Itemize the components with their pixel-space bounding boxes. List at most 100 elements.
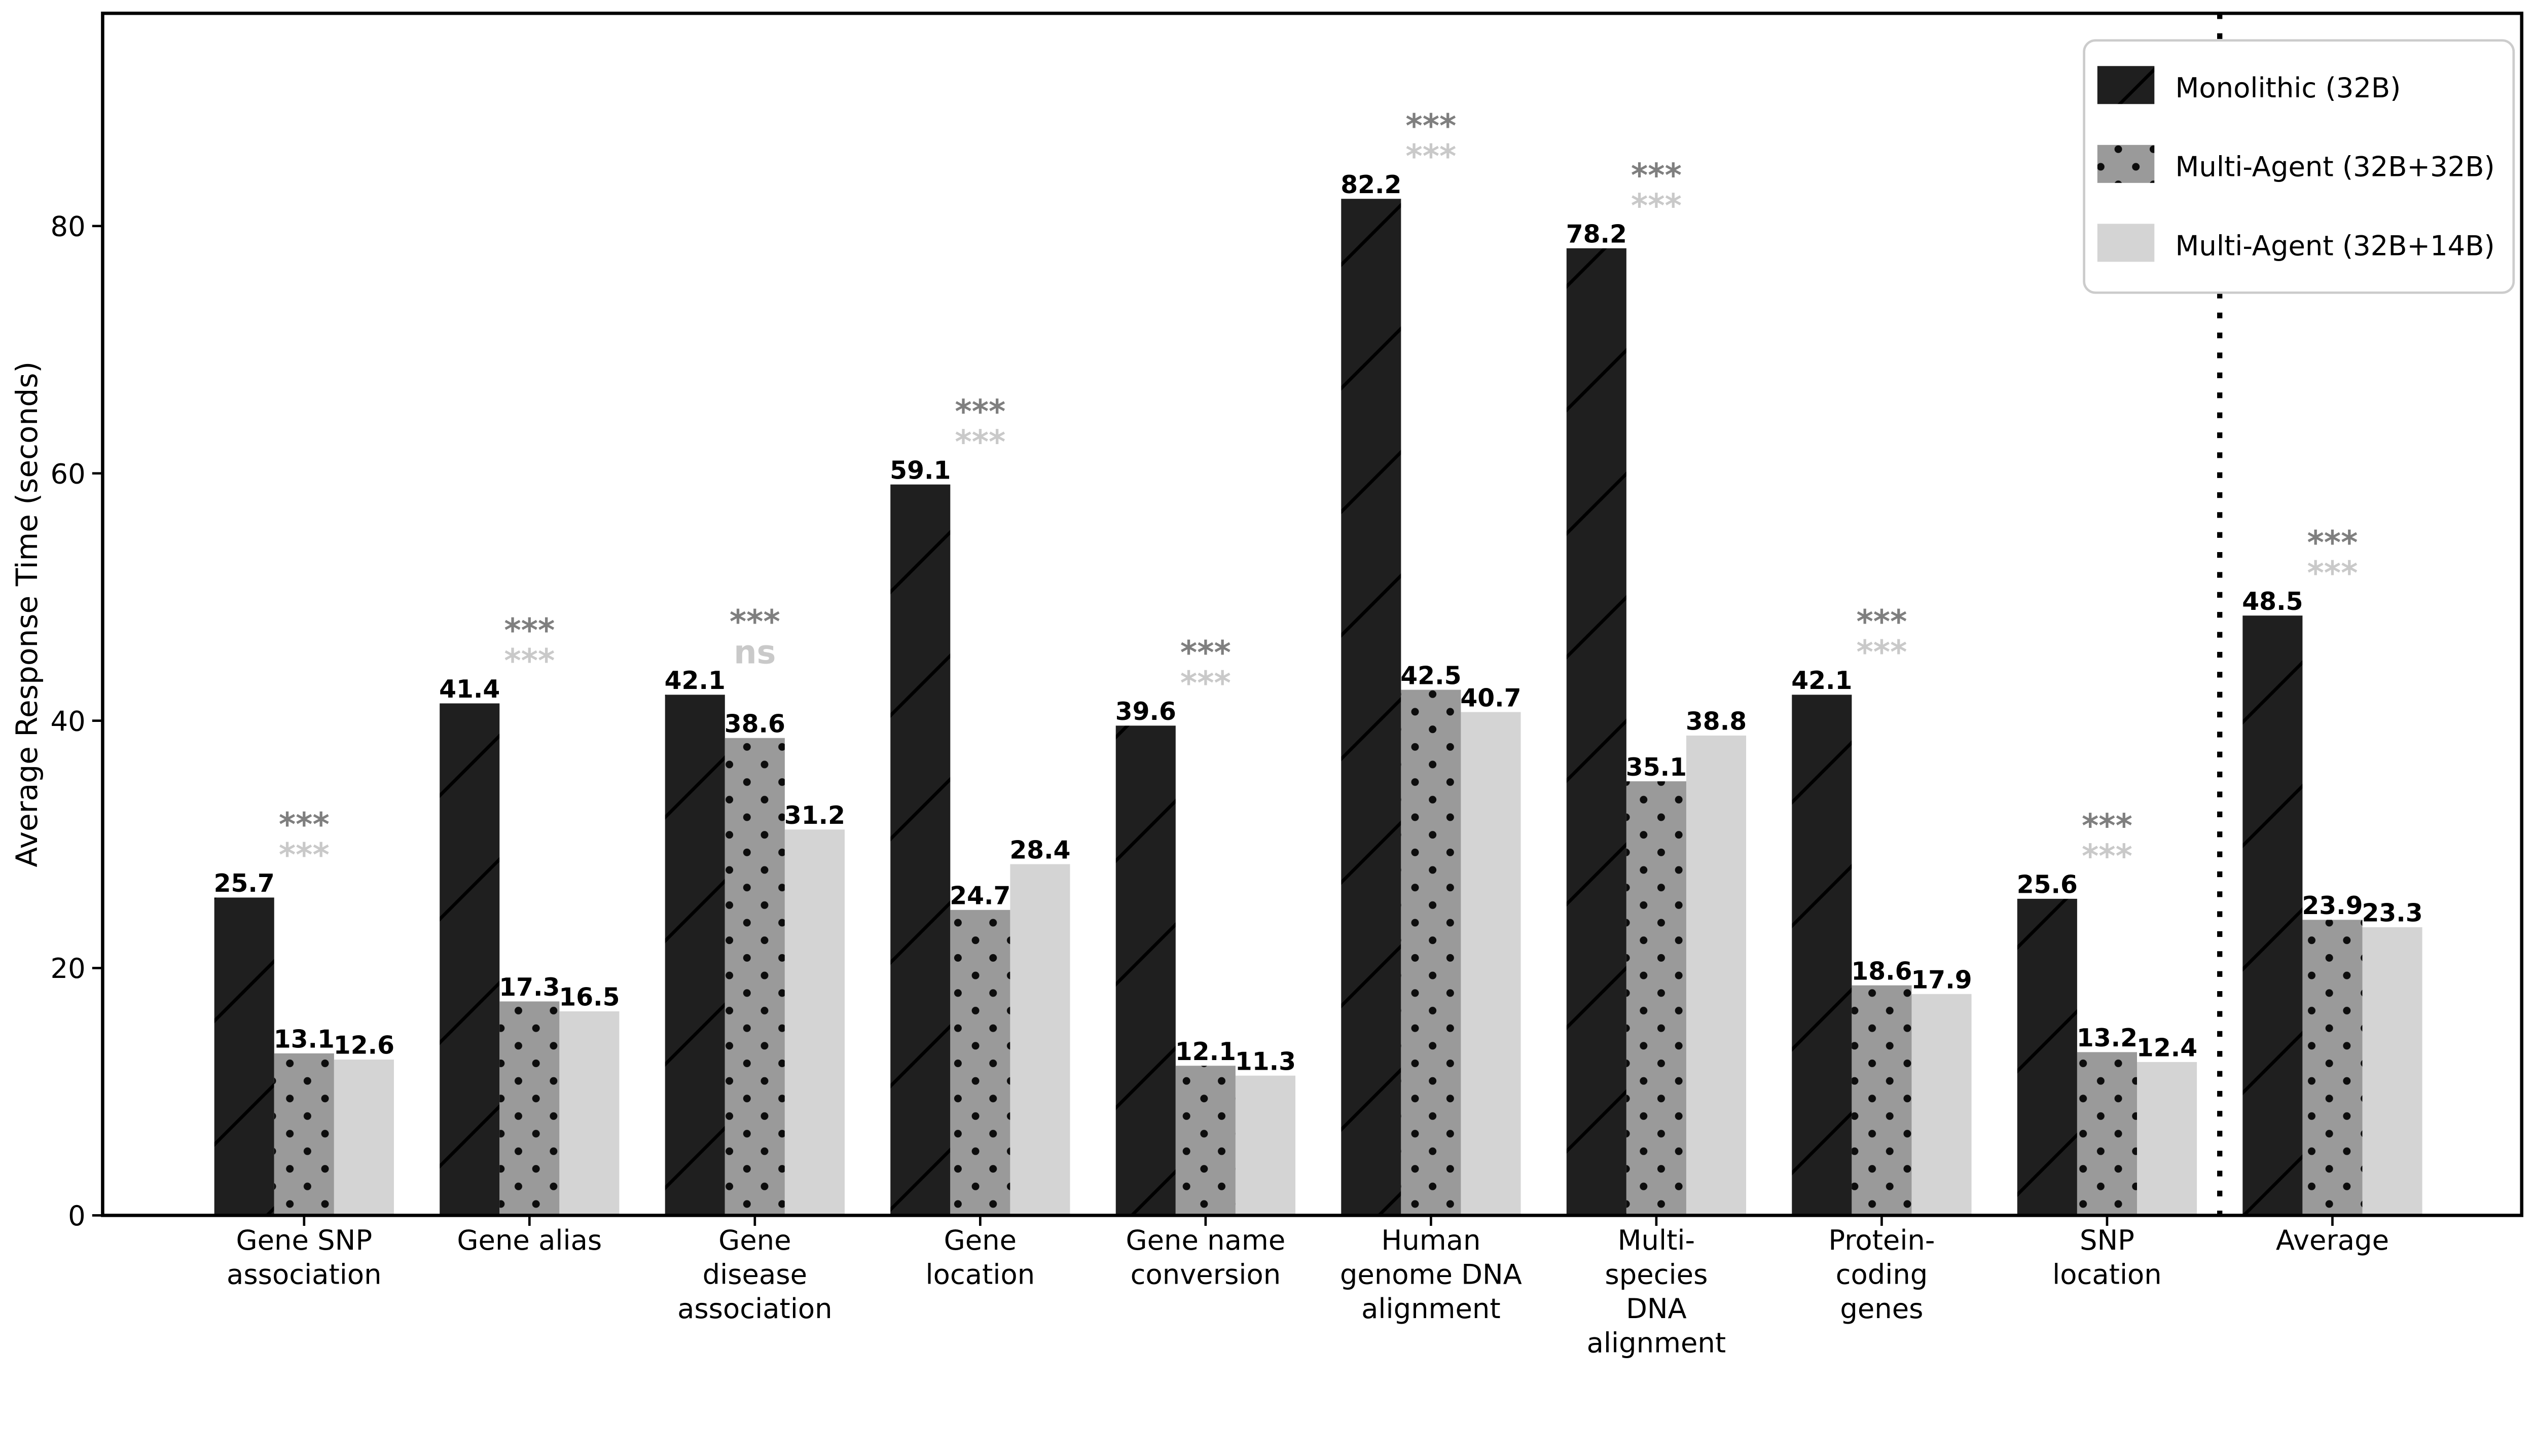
bar-monolithic-32b bbox=[440, 703, 500, 1216]
x-category-label: Average bbox=[2276, 1224, 2389, 1256]
y-axis-title: Average Response Time (seconds) bbox=[10, 361, 44, 867]
x-category-label: conversion bbox=[1131, 1258, 1281, 1290]
bar-value-label: 25.7 bbox=[214, 869, 275, 898]
significance-marker-vs-32b14b: *** bbox=[2082, 838, 2132, 876]
significance-marker-vs-32b14b: *** bbox=[1180, 665, 1231, 703]
bar-value-label: 23.9 bbox=[2302, 892, 2363, 920]
x-category-label: genome DNA bbox=[1340, 1258, 1522, 1290]
bar-multi-agent-32b-14b bbox=[1010, 864, 1070, 1216]
bar-value-label: 42.1 bbox=[665, 667, 726, 695]
significance-marker-vs-32b32b: *** bbox=[1180, 635, 1231, 672]
bar-value-label: 12.6 bbox=[334, 1032, 394, 1060]
bar-value-label: 39.6 bbox=[1115, 698, 1176, 726]
legend-swatch bbox=[2097, 66, 2155, 104]
bar-monolithic-32b bbox=[1115, 725, 1176, 1216]
bar-multi-agent-32b-32b bbox=[725, 738, 785, 1216]
significance-marker-vs-32b32b: *** bbox=[1856, 604, 1907, 641]
x-category-label: association bbox=[227, 1258, 382, 1290]
legend-swatch bbox=[2097, 144, 2155, 183]
bar-value-label: 59.1 bbox=[890, 456, 951, 485]
significance-marker-vs-32b14b: *** bbox=[1405, 138, 1456, 175]
significance-marker-vs-32b32b: *** bbox=[955, 393, 1005, 431]
x-category-label: Gene alias bbox=[457, 1224, 602, 1256]
bar-multi-agent-32b-32b bbox=[2077, 1052, 2137, 1216]
x-category-label: location bbox=[2052, 1258, 2162, 1290]
bar-multi-agent-32b-32b bbox=[1175, 1066, 1236, 1216]
legend: Monolithic (32B) Multi-Agent (32B+32B) Mul… bbox=[2083, 39, 2515, 294]
legend-frame bbox=[2083, 39, 2515, 294]
bar-value-label: 25.6 bbox=[2017, 871, 2078, 899]
bar-monolithic-32b bbox=[1341, 199, 1401, 1216]
figure: Average Response Time (seconds) 25.7 13.1… bbox=[10, 11, 2524, 1359]
bar-value-label: 42.5 bbox=[1400, 662, 1461, 690]
bar-monolithic-32b bbox=[665, 695, 725, 1216]
significance-marker-vs-32b32b: *** bbox=[279, 807, 330, 844]
significance-marker-vs-32b32b: *** bbox=[2307, 524, 2358, 562]
y-tick-label: 0 bbox=[68, 1200, 86, 1232]
bar-multi-agent-32b-14b bbox=[1461, 712, 1521, 1216]
bar-monolithic-32b bbox=[214, 897, 274, 1216]
bars-layer bbox=[214, 199, 2422, 1216]
x-category-label: coding bbox=[1836, 1258, 1928, 1290]
bar-multi-agent-32b-32b bbox=[950, 909, 1010, 1216]
bar-value-label: 78.2 bbox=[1566, 220, 1627, 248]
significance-marker-vs-32b14b: *** bbox=[2307, 555, 2358, 592]
x-category-label: Human bbox=[1381, 1224, 1480, 1256]
bar-multi-agent-32b-32b bbox=[1852, 985, 1912, 1216]
x-category-label: SNP bbox=[2080, 1224, 2134, 1256]
x-category-label: alignment bbox=[1361, 1293, 1501, 1325]
x-category-label: Multi- bbox=[1618, 1224, 1695, 1256]
x-axis-ticks-layer bbox=[303, 1215, 2334, 1226]
x-category-label: Gene name bbox=[1126, 1224, 1285, 1256]
bar-multi-agent-32b-14b bbox=[2362, 927, 2422, 1216]
bar-multi-agent-32b-14b bbox=[784, 829, 845, 1216]
bar-multi-agent-32b-14b bbox=[334, 1060, 394, 1216]
bar-chart: Average Response Time (seconds) 25.7 13.1… bbox=[10, 11, 2524, 1359]
bar-value-label: 24.7 bbox=[950, 882, 1010, 911]
x-category-label: association bbox=[677, 1293, 832, 1325]
bar-value-label: 12.1 bbox=[1175, 1038, 1236, 1066]
bar-monolithic-32b bbox=[890, 484, 951, 1216]
significance-marker-vs-32b32b: *** bbox=[1631, 157, 1682, 195]
significance-marker-vs-32b32b: *** bbox=[2082, 808, 2132, 845]
y-axis-ticks-layer: 0 20 40 60 80 bbox=[51, 211, 103, 1232]
plot-border bbox=[101, 11, 2524, 1217]
significance-marker-vs-32b32b: *** bbox=[1405, 107, 1456, 145]
significance-marker-vs-32b32b: *** bbox=[730, 604, 780, 641]
y-tick-label: 20 bbox=[51, 953, 86, 985]
significance-marker-vs-32b14b: *** bbox=[1856, 634, 1907, 672]
y-tick-label: 40 bbox=[51, 705, 86, 737]
bar-monolithic-32b bbox=[1566, 248, 1626, 1216]
bar-value-label: 11.3 bbox=[1235, 1047, 1296, 1076]
x-category-label: disease bbox=[703, 1258, 807, 1290]
bar-value-label: 13.2 bbox=[2077, 1024, 2138, 1052]
bar-multi-agent-32b-14b bbox=[1235, 1075, 1296, 1216]
bar-value-label: 35.1 bbox=[1626, 753, 1687, 782]
bar-value-label: 38.6 bbox=[725, 710, 785, 739]
significance-marker-vs-32b14b: *** bbox=[504, 643, 555, 680]
significance-marker-vs-32b32b: *** bbox=[504, 612, 555, 650]
value-labels-layer: 25.7 13.112.6 41.4 17.316.5 42.1 38.6 31.2 59.1… bbox=[214, 171, 2423, 1076]
bar-value-label: 48.5 bbox=[2242, 588, 2303, 616]
legend-label: Multi-Agent (32B+32B) bbox=[2176, 151, 2495, 183]
bar-value-label: 31.2 bbox=[784, 802, 845, 830]
bar-value-label: 40.7 bbox=[1460, 684, 1521, 712]
bar-value-label: 13.1 bbox=[274, 1026, 335, 1054]
bar-value-label: 17.9 bbox=[1911, 966, 1972, 994]
significance-marker-vs-32b14b: *** bbox=[1631, 188, 1682, 225]
bar-value-label: 41.4 bbox=[439, 675, 500, 704]
bar-value-label: 16.5 bbox=[559, 984, 620, 1012]
bar-monolithic-32b bbox=[2017, 898, 2077, 1216]
significance-marker-vs-32b14b: *** bbox=[279, 837, 330, 875]
bar-monolithic-32b bbox=[2242, 615, 2303, 1216]
bar-value-label: 18.6 bbox=[1851, 957, 1912, 986]
bar-multi-agent-32b-32b bbox=[274, 1053, 334, 1216]
significance-markers-layer: ***************ns***********************… bbox=[279, 107, 2358, 876]
bar-monolithic-32b bbox=[1792, 695, 1852, 1216]
bar-value-label: 23.3 bbox=[2362, 899, 2422, 928]
legend-label: Multi-Agent (32B+14B) bbox=[2176, 230, 2495, 262]
x-category-label: DNA bbox=[1626, 1293, 1687, 1325]
bar-value-label: 38.8 bbox=[1686, 708, 1747, 736]
y-tick-label: 80 bbox=[51, 211, 86, 243]
